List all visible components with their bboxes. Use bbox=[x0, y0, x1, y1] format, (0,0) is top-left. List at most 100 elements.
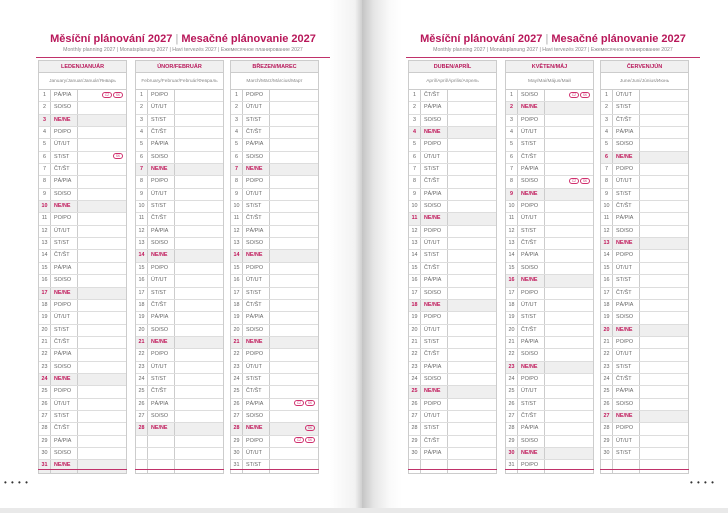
day-row[interactable]: 21 ČT/ŠT bbox=[39, 336, 126, 350]
notes-cell[interactable] bbox=[448, 436, 496, 447]
notes-cell[interactable] bbox=[78, 288, 126, 299]
notes-cell[interactable] bbox=[545, 139, 593, 150]
notes-cell[interactable]: SK bbox=[270, 423, 318, 434]
notes-cell[interactable] bbox=[448, 399, 496, 410]
notes-cell[interactable] bbox=[545, 349, 593, 360]
day-row[interactable]: 31 PO/PO bbox=[506, 460, 593, 473]
day-row[interactable]: 27 SO/SO bbox=[136, 410, 223, 424]
day-row[interactable]: 18 PÁ/PIA bbox=[601, 299, 688, 313]
notes-cell[interactable] bbox=[448, 423, 496, 434]
notes-cell[interactable] bbox=[640, 448, 688, 459]
day-row[interactable]: 1 ÚT/UT bbox=[601, 90, 688, 103]
day-row[interactable]: 17 PO/PO bbox=[506, 287, 593, 300]
notes-cell[interactable] bbox=[270, 164, 318, 175]
notes-cell[interactable] bbox=[545, 226, 593, 237]
notes-cell[interactable] bbox=[640, 201, 688, 212]
notes-cell[interactable] bbox=[640, 152, 688, 163]
notes-cell[interactable] bbox=[640, 337, 688, 348]
day-row[interactable]: 29 PÁ/PIA bbox=[39, 435, 126, 448]
notes-cell[interactable] bbox=[270, 300, 318, 311]
day-row[interactable]: 15 ČT/ŠT bbox=[409, 262, 496, 276]
day-row[interactable]: 23 SO/SO bbox=[39, 361, 126, 374]
day-row[interactable]: 15 PO/PO bbox=[136, 262, 223, 276]
day-row[interactable]: 22 PO/PO bbox=[231, 349, 318, 362]
notes-cell[interactable] bbox=[78, 362, 126, 373]
notes-cell[interactable] bbox=[545, 238, 593, 249]
day-row[interactable]: 16 PÁ/PIA bbox=[409, 275, 496, 288]
day-row[interactable]: 18 ÚT/UT bbox=[506, 299, 593, 313]
day-row[interactable]: 17 NE/NE bbox=[39, 287, 126, 300]
notes-cell[interactable] bbox=[545, 374, 593, 385]
day-row[interactable]: 11 NE/NE bbox=[409, 213, 496, 226]
day-row[interactable]: 27 ST/ST bbox=[39, 410, 126, 424]
day-row[interactable]: 19 ÚT/UT bbox=[39, 312, 126, 325]
day-row[interactable]: 9 ÚT/UT bbox=[136, 188, 223, 202]
notes-cell[interactable] bbox=[448, 213, 496, 224]
notes-cell[interactable] bbox=[78, 386, 126, 397]
day-row[interactable]: 7 NE/NE bbox=[231, 164, 318, 177]
day-row[interactable]: 21 NE/NE bbox=[231, 336, 318, 350]
notes-cell[interactable] bbox=[270, 386, 318, 397]
day-row[interactable]: 2 ST/ST bbox=[601, 102, 688, 115]
day-row[interactable]: 13 ČT/ŠT bbox=[506, 238, 593, 251]
day-row[interactable]: 27 SO/SO bbox=[231, 410, 318, 424]
notes-cell[interactable] bbox=[175, 423, 223, 434]
notes-cell[interactable] bbox=[270, 201, 318, 212]
day-row[interactable]: 9 PÁ/PIA bbox=[409, 188, 496, 202]
day-row[interactable]: 20 NE/NE bbox=[601, 324, 688, 337]
notes-cell[interactable] bbox=[448, 127, 496, 138]
day-row[interactable]: 26 PÁ/PIA CZ SK bbox=[231, 398, 318, 411]
day-row[interactable]: 12 SO/SO bbox=[601, 225, 688, 239]
day-row[interactable]: 28 NE/NE bbox=[136, 423, 223, 436]
notes-cell[interactable] bbox=[640, 139, 688, 150]
day-row[interactable]: 19 ST/ST bbox=[506, 312, 593, 325]
day-row[interactable]: 13 SO/SO bbox=[231, 238, 318, 251]
notes-cell[interactable] bbox=[270, 263, 318, 274]
day-row[interactable]: 5 PO/PO bbox=[409, 139, 496, 152]
day-row[interactable]: 24 PO/PO bbox=[506, 373, 593, 387]
day-row[interactable]: 22 PO/PO bbox=[136, 349, 223, 362]
day-row[interactable]: 2 ÚT/UT bbox=[136, 102, 223, 115]
day-row[interactable]: 30 NE/NE bbox=[506, 447, 593, 461]
notes-cell[interactable] bbox=[78, 411, 126, 422]
notes-cell[interactable] bbox=[175, 238, 223, 249]
notes-cell[interactable] bbox=[448, 374, 496, 385]
notes-cell[interactable] bbox=[448, 300, 496, 311]
day-row[interactable]: 25 ČT/ŠT bbox=[231, 386, 318, 399]
notes-cell[interactable] bbox=[448, 102, 496, 113]
day-row[interactable]: 16 SO/SO bbox=[39, 275, 126, 288]
day-row[interactable]: 8 ČT/ŠT bbox=[409, 176, 496, 189]
day-row[interactable]: 21 PO/PO bbox=[601, 336, 688, 350]
day-row[interactable]: 16 ST/ST bbox=[601, 275, 688, 288]
day-row[interactable]: 27 ČT/ŠT bbox=[506, 410, 593, 424]
day-row[interactable]: 23 NE/NE bbox=[506, 361, 593, 374]
notes-cell[interactable] bbox=[545, 288, 593, 299]
day-row[interactable]: 13 ST/ST bbox=[39, 238, 126, 251]
day-row[interactable]: 28 PO/PO bbox=[601, 423, 688, 436]
day-row[interactable]: 3 ST/ST bbox=[136, 114, 223, 128]
day-row[interactable]: 5 PÁ/PIA bbox=[231, 139, 318, 152]
notes-cell[interactable] bbox=[270, 275, 318, 286]
day-row[interactable]: 28 NE/NE SK bbox=[231, 423, 318, 436]
day-row[interactable]: 3 ČT/ŠT bbox=[601, 114, 688, 128]
day-row[interactable]: 12 PÁ/PIA bbox=[136, 225, 223, 239]
day-row[interactable]: 21 PÁ/PIA bbox=[506, 336, 593, 350]
day-row[interactable]: 5 ST/ST bbox=[506, 139, 593, 152]
day-row[interactable]: 20 SO/SO bbox=[231, 324, 318, 337]
notes-cell[interactable] bbox=[175, 263, 223, 274]
notes-cell[interactable] bbox=[78, 337, 126, 348]
notes-cell[interactable] bbox=[78, 213, 126, 224]
day-row[interactable]: 27 ÚT/UT bbox=[409, 410, 496, 424]
notes-cell[interactable] bbox=[175, 127, 223, 138]
notes-cell[interactable] bbox=[175, 139, 223, 150]
day-row[interactable]: 18 PO/PO bbox=[39, 299, 126, 313]
day-row[interactable]: 14 ČT/ŠT bbox=[39, 250, 126, 263]
notes-cell[interactable] bbox=[545, 127, 593, 138]
notes-cell[interactable]: CZ SK bbox=[270, 436, 318, 447]
day-row[interactable]: 8 SO/SO CZ SK bbox=[506, 176, 593, 189]
notes-cell[interactable] bbox=[78, 164, 126, 175]
notes-cell[interactable] bbox=[175, 152, 223, 163]
day-row[interactable]: 7 PÁ/PIA bbox=[506, 164, 593, 177]
notes-cell[interactable] bbox=[78, 176, 126, 187]
day-row[interactable]: 6 SO/SO bbox=[231, 151, 318, 165]
